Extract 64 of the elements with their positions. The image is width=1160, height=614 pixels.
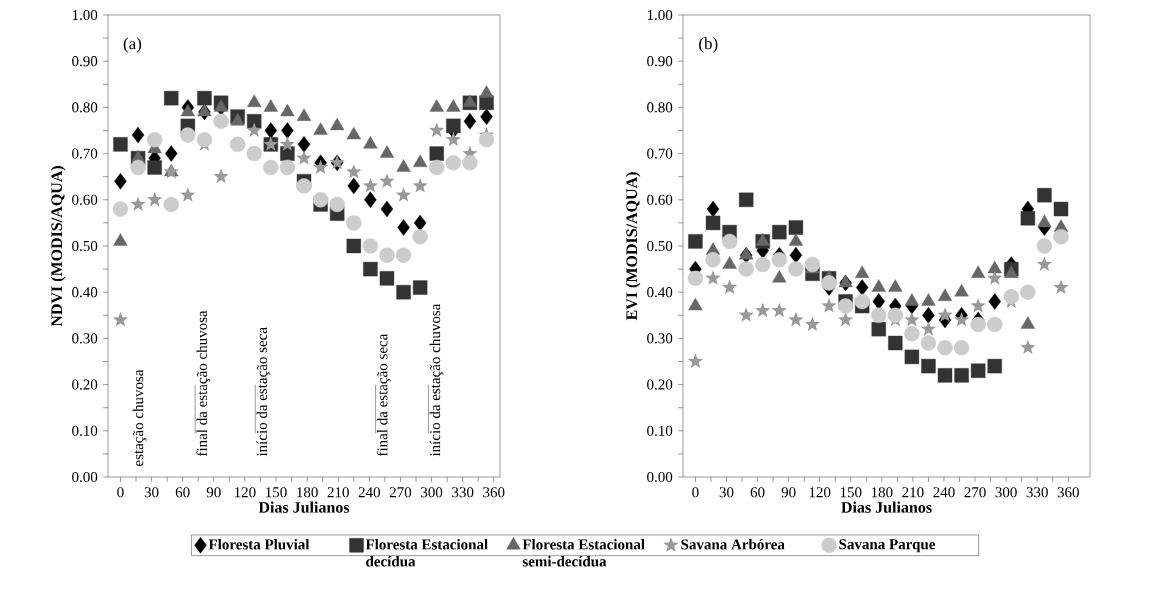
x-tick-label: 210 [327,487,349,498]
x-tick-label: 240 [358,487,381,498]
x-tick-label: 180 [871,487,893,498]
y-tick-label: 0.80 [72,102,98,113]
y-tick-label: 0.90 [647,56,673,67]
y-tick-label: 0.60 [647,194,673,205]
x-tick-label: 120 [234,487,256,498]
y-tick-label: 0.00 [647,471,673,483]
x-tick-label: 30 [719,487,734,498]
x-tick-label: 30 [144,487,159,498]
y-tick-label: 0.40 [72,287,98,298]
x-tick-label: 300 [995,487,1017,498]
x-tick-label: 90 [781,487,796,498]
y-tick-label: 0.10 [647,425,673,436]
y-tick-label: 0.80 [647,102,673,113]
y-tick-label: 0.40 [647,287,673,298]
y-tick-label: 0.70 [72,148,98,159]
x-tick-label: 150 [266,487,287,498]
ref-line-label: início da estação seca [256,327,271,457]
x-tick-label: 0 [692,487,699,498]
x-tick-label: 210 [902,487,924,498]
x-tick-label: 90 [206,487,221,498]
x-tick-label: 300 [421,487,443,498]
annotation: estação chuvosa [132,369,147,466]
x-tick-label: 180 [297,487,318,498]
x-tick-label: 0 [117,487,124,498]
x-tick-label: 270 [389,487,412,498]
x-axis-title: Dias Julianos [258,501,350,513]
y-tick-label: 0.70 [647,148,673,159]
y-tick-label: 0.20 [72,379,98,390]
annotation: (b) [699,37,718,53]
y-tick-label: 0.50 [72,240,98,252]
x-tick-label: 330 [1026,487,1048,498]
x-tick-label: 60 [750,487,765,498]
x-tick-label: 360 [1057,487,1079,498]
legend-label: Floresta Estacional decídua [365,538,488,567]
x-tick-label: 120 [809,487,831,498]
y-tick-label: 0.00 [72,471,98,483]
ref-line-label: início da estação chuvosa [429,303,444,457]
x-tick-label: 60 [175,487,190,498]
x-tick-label: 270 [964,487,986,498]
y-tick-label: 0.10 [72,425,98,436]
y-tick-label: 0.30 [72,333,98,344]
y-tick-label: 0.90 [72,56,98,67]
x-tick-label: 330 [452,487,474,498]
y-tick-label: 1.00 [72,9,98,21]
legend-label: Floresta Estacional semi-decídua [522,538,645,567]
legend-label: Savana Arbórea [681,538,785,550]
y-tick-label: 0.60 [72,194,98,205]
y-tick-label: 0.30 [647,333,673,344]
legend-label: Savana Parque [839,539,936,553]
annotation: (a) [123,37,142,53]
y-tick-label: 1.00 [647,9,673,21]
ref-line-label: final da estação chuvosa [196,310,211,457]
ref-line-label: final da estação seca [376,333,391,457]
y-axis-title: EVI (MODIS/AQUA) [625,172,641,321]
y-tick-label: 0.20 [647,379,673,390]
x-tick-label: 240 [933,487,955,498]
x-tick-label: 360 [483,487,505,498]
legend-label: Floresta Pluvial [208,538,310,550]
x-tick-label: 150 [840,487,862,498]
y-axis-title: NDVI (MODIS/AQUA) [50,166,66,327]
x-axis-title: Dias Julianos [841,501,932,513]
y-tick-label: 0.50 [647,240,673,252]
